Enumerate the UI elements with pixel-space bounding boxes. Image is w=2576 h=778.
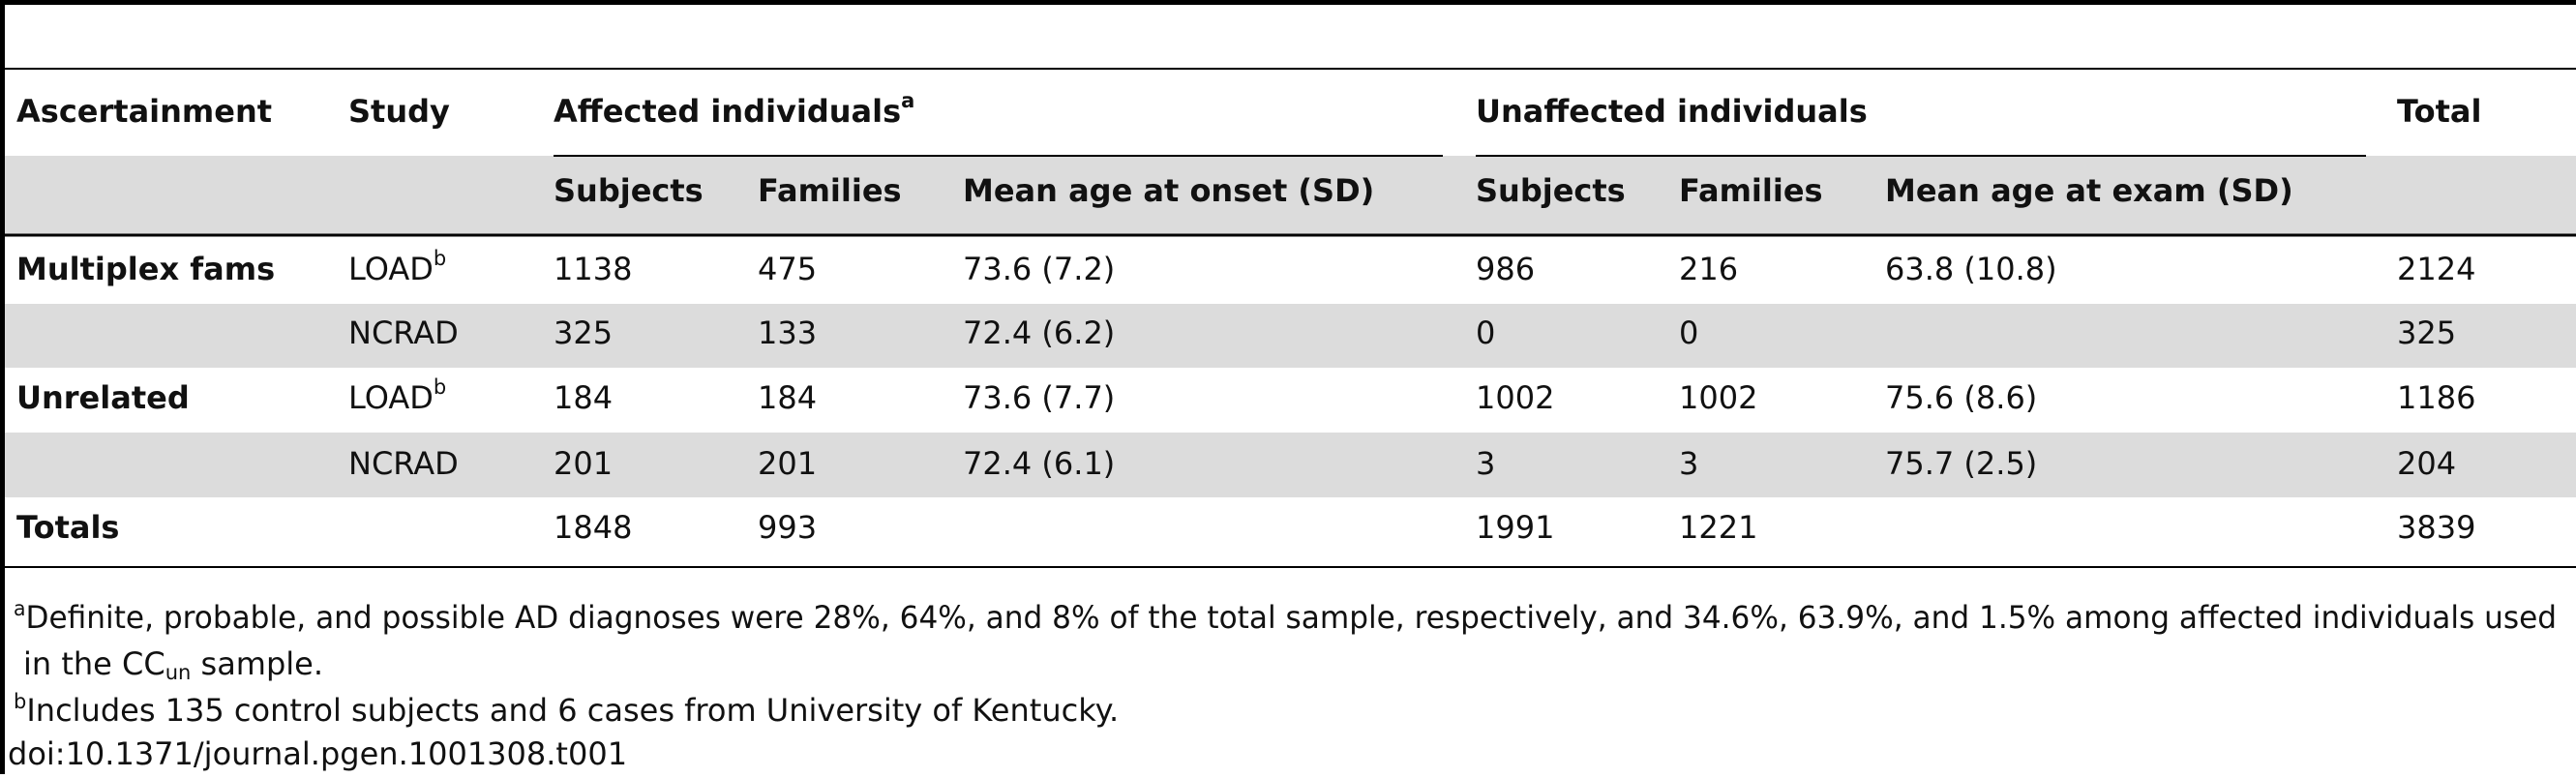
row-label: Multiplex fams [16, 251, 275, 287]
footnote: in the CCun sample. [23, 645, 323, 684]
cell: 75.7 (2.5) [1885, 445, 2037, 482]
subheader-band [5, 156, 2576, 235]
header: Study [348, 93, 450, 130]
cell: LOAD [348, 251, 434, 287]
left-rule [0, 0, 5, 774]
cell: 201 [554, 445, 613, 482]
cell: 3 [1679, 445, 1698, 482]
cell: LOAD [348, 379, 434, 416]
footnote: aDefinite, probable, and possible AD dia… [14, 597, 2557, 636]
note-mark: a [14, 597, 26, 620]
subheader: Families [758, 172, 902, 209]
cell: 325 [554, 314, 613, 351]
cell: LOADb [348, 375, 446, 416]
subheader: Subjects [554, 172, 704, 209]
footnote-text: sample. [191, 645, 323, 682]
cell: 1848 [554, 509, 632, 546]
cell: 75.6 (8.6) [1885, 379, 2037, 416]
cell: 204 [2397, 445, 2456, 482]
cell: NCRAD [348, 314, 459, 351]
cell: NCRAD [348, 445, 459, 482]
cell: 993 [758, 509, 817, 546]
header: Total [2397, 93, 2481, 130]
doi: doi:10.1371/journal.pgen.1001308.t001 [8, 735, 627, 772]
cell: 1138 [554, 251, 632, 287]
cell: 184 [758, 379, 817, 416]
cell: 63.8 (10.8) [1885, 251, 2057, 287]
header: Ascertainment [16, 93, 272, 130]
cell: NCRAD [348, 445, 459, 482]
footnote-text: Includes 135 control subjects and 6 case… [26, 692, 1119, 729]
row-label: Unrelated [16, 379, 190, 416]
header: Affected individuals [554, 93, 901, 130]
note-mark: b [14, 690, 26, 713]
top-rule [0, 0, 2576, 5]
subscript: un [165, 661, 192, 684]
cell: 0 [1476, 314, 1495, 351]
row-band [5, 304, 2576, 368]
cell: 1991 [1476, 509, 1554, 546]
subheader: Mean age at exam (SD) [1885, 172, 2293, 209]
cell: 1221 [1679, 509, 1757, 546]
footnote: bIncludes 135 control subjects and 6 cas… [14, 690, 1119, 729]
note-mark: a [901, 89, 914, 112]
cell: 3839 [2397, 509, 2475, 546]
cell: 73.6 (7.7) [963, 379, 1115, 416]
cell: 3 [1476, 445, 1495, 482]
cell: 0 [1679, 314, 1698, 351]
cell: 72.4 (6.1) [963, 445, 1115, 482]
row-band [5, 433, 2576, 497]
subheader: Mean age at onset (SD) [963, 172, 1374, 209]
header: Unaffected individuals [1476, 93, 1868, 130]
subheader: Subjects [1476, 172, 1626, 209]
subheader: Families [1679, 172, 1823, 209]
header: Affected individualsa [554, 89, 914, 130]
footnote-text: Definite, probable, and possible AD diag… [26, 599, 2557, 636]
cell: LOADb [348, 247, 446, 287]
cell: 986 [1476, 251, 1535, 287]
row-label: Totals [16, 509, 119, 546]
cell: 2124 [2397, 251, 2475, 287]
footnote-text: in the CC [23, 645, 165, 682]
note-mark: b [434, 375, 446, 399]
cell: 216 [1679, 251, 1738, 287]
cell: 1186 [2397, 379, 2475, 416]
cell: 325 [2397, 314, 2456, 351]
cell: 133 [758, 314, 817, 351]
cell: 1002 [1476, 379, 1554, 416]
cell: 201 [758, 445, 817, 482]
cell: 72.4 (6.2) [963, 314, 1115, 351]
cell: NCRAD [348, 314, 459, 351]
cell: 73.6 (7.2) [963, 251, 1115, 287]
note-mark: b [434, 247, 446, 270]
cell: 184 [554, 379, 613, 416]
cell: 1002 [1679, 379, 1757, 416]
cell: 475 [758, 251, 817, 287]
